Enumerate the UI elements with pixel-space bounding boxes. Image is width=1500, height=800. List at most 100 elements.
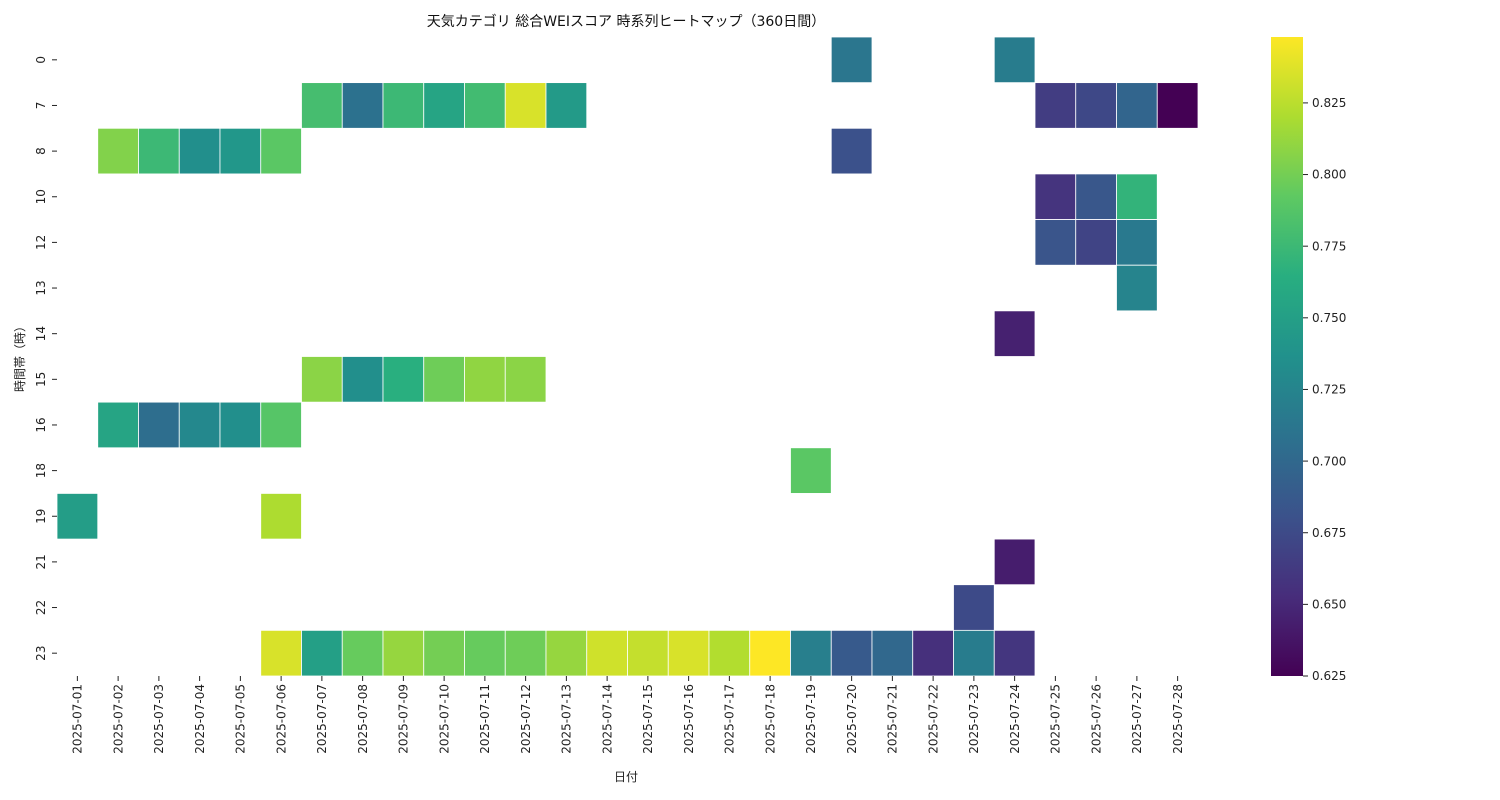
colorbar-tick-label: 0.675 — [1312, 526, 1346, 540]
heatmap-cell-2025-07-21-h23 — [871, 629, 914, 677]
heatmap-cell-2025-07-24-h0 — [993, 36, 1036, 84]
heatmap-cell-2025-07-27-h13 — [1116, 264, 1158, 312]
heatmap-cell-2025-07-07-h23 — [301, 629, 343, 677]
heatmap-cell-2025-07-16-h23 — [667, 629, 710, 677]
heatmap-cell-2025-07-20-h8 — [830, 127, 873, 175]
heatmap-cell-2025-07-23-h22 — [953, 584, 995, 631]
y-tick-label: 0 — [34, 56, 48, 64]
heatmap-cell-2025-07-12-h23 — [504, 629, 547, 677]
x-tick-label: 2025-07-07 — [315, 684, 329, 754]
heatmap-cell-2025-07-06-h8 — [260, 127, 302, 175]
heatmap-cell-2025-07-20-h23 — [830, 629, 873, 677]
heatmap-cell-2025-07-26-h7 — [1075, 82, 1117, 129]
heatmap-cell-2025-07-10-h15 — [423, 356, 465, 403]
heatmap-cell-2025-07-20-h0 — [830, 36, 873, 84]
x-tick-label: 2025-07-02 — [111, 684, 125, 754]
heatmap-cell-2025-07-11-h23 — [464, 629, 506, 677]
colorbar: 0.625 0.650 0.675 0.700 0.725 0.750 0.775 0.800… — [1271, 37, 1346, 683]
heatmap-cell-2025-07-12-h7 — [504, 82, 547, 129]
y-axis-ticks: 0 7 8 10 12 13 14 15 16 18 19 21 22 23 — [34, 56, 57, 661]
heatmap-cell-2025-07-24-h14 — [993, 310, 1036, 357]
heatmap-cell-2025-07-02-h8 — [97, 127, 139, 175]
heatmap-cell-2025-07-25-h10 — [1034, 173, 1077, 220]
colorbar-tick-label: 0.800 — [1312, 168, 1346, 182]
heatmap-cell-2025-07-02-h16 — [97, 401, 139, 449]
x-tick-label: 2025-07-20 — [845, 684, 859, 754]
x-tick-label: 2025-07-28 — [1171, 684, 1185, 754]
colorbar-tick-label: 0.700 — [1312, 454, 1346, 468]
x-tick-label: 2025-07-24 — [1008, 684, 1022, 754]
heatmap-cell-2025-07-28-h7 — [1156, 82, 1199, 129]
x-tick-label: 2025-07-05 — [234, 684, 248, 754]
x-tick-label: 2025-07-19 — [804, 684, 818, 754]
x-tick-label: 2025-07-18 — [763, 684, 777, 754]
y-tick-label: 22 — [34, 600, 48, 615]
x-tick-label: 2025-07-12 — [519, 684, 533, 754]
heatmap-cell-2025-07-08-h15 — [341, 356, 384, 403]
heatmap-cell-2025-07-23-h23 — [953, 629, 995, 677]
heatmap-cell-2025-07-12-h15 — [504, 356, 547, 403]
heatmap-cell-2025-07-14-h23 — [586, 629, 628, 677]
y-tick-label: 15 — [34, 372, 48, 387]
colorbar-tick-label: 0.775 — [1312, 239, 1346, 253]
heatmap-cell-2025-07-19-h18 — [790, 447, 832, 494]
x-tick-label: 2025-07-04 — [193, 684, 207, 754]
x-tick-label: 2025-07-15 — [641, 684, 655, 754]
x-tick-label: 2025-07-16 — [682, 684, 696, 754]
heatmap-cell-2025-07-13-h23 — [545, 629, 588, 677]
colorbar-tick-label: 0.625 — [1312, 669, 1346, 683]
x-tick-label: 2025-07-23 — [967, 684, 981, 754]
x-tick-label: 2025-07-17 — [723, 684, 737, 754]
heatmap-cell-2025-07-11-h15 — [464, 356, 506, 403]
x-tick-label: 2025-07-26 — [1089, 684, 1103, 754]
y-tick-label: 19 — [34, 509, 48, 524]
x-tick-label: 2025-07-14 — [600, 684, 614, 754]
heatmap-cell-2025-07-06-h23 — [260, 629, 302, 677]
colorbar-tick-label: 0.750 — [1312, 311, 1346, 325]
heatmap-cell-2025-07-08-h7 — [341, 82, 384, 129]
y-tick-label: 23 — [34, 646, 48, 661]
x-tick-label: 2025-07-01 — [71, 684, 85, 754]
heatmap-cell-2025-07-08-h23 — [341, 629, 384, 677]
y-tick-label: 13 — [34, 280, 48, 295]
heatmap-cell-2025-07-05-h16 — [219, 401, 262, 449]
x-tick-label: 2025-07-25 — [1049, 684, 1063, 754]
x-tick-label: 2025-07-03 — [152, 684, 166, 754]
heatmap-cell-2025-07-24-h21 — [993, 538, 1036, 586]
heatmap-cell-2025-07-07-h15 — [301, 356, 343, 403]
heatmap-cells — [56, 36, 1199, 677]
colorbar-tick-label: 0.825 — [1312, 96, 1346, 110]
heatmap-cell-2025-07-18-h23 — [749, 629, 791, 677]
heatmap-cell-2025-07-04-h8 — [178, 127, 221, 175]
colorbar-ticks: 0.625 0.650 0.675 0.700 0.725 0.750 0.775 0.800… — [1303, 96, 1346, 683]
x-tick-label: 2025-07-22 — [926, 684, 940, 754]
heatmap-cell-2025-07-01-h19 — [56, 493, 99, 540]
heatmap-cell-2025-07-27-h10 — [1116, 173, 1158, 220]
y-tick-label: 7 — [34, 102, 48, 110]
heatmap-cell-2025-07-19-h23 — [790, 629, 832, 677]
heatmap-cell-2025-07-06-h19 — [260, 493, 302, 540]
heatmap-cell-2025-07-26-h10 — [1075, 173, 1117, 220]
heatmap-cell-2025-07-15-h23 — [627, 629, 669, 677]
heatmap-cell-2025-07-25-h7 — [1034, 82, 1077, 129]
heatmap-cell-2025-07-25-h12 — [1034, 219, 1077, 266]
heatmap-cell-2025-07-27-h12 — [1116, 219, 1158, 266]
heatmap-cell-2025-07-09-h7 — [382, 82, 425, 129]
y-tick-label: 12 — [34, 235, 48, 250]
x-tick-label: 2025-07-13 — [560, 684, 574, 754]
x-tick-label: 2025-07-21 — [886, 684, 900, 754]
heatmap-cell-2025-07-13-h7 — [545, 82, 588, 129]
x-axis-label: 日付 — [614, 770, 638, 784]
heatmap-cell-2025-07-09-h23 — [382, 629, 425, 677]
heatmap-cell-2025-07-03-h16 — [138, 401, 180, 449]
y-tick-label: 10 — [34, 189, 48, 204]
x-tick-label: 2025-07-08 — [356, 684, 370, 754]
y-tick-label: 21 — [34, 554, 48, 569]
colorbar-tick-label: 0.650 — [1312, 598, 1346, 612]
chart-title: 天気カテゴリ 総合WEIスコア 時系列ヒートマップ（360日間） — [427, 13, 825, 30]
heatmap-cell-2025-07-05-h8 — [219, 127, 262, 175]
heatmap-cell-2025-07-10-h7 — [423, 82, 465, 129]
colorbar-gradient — [1271, 37, 1303, 676]
x-tick-label: 2025-07-06 — [274, 684, 288, 754]
